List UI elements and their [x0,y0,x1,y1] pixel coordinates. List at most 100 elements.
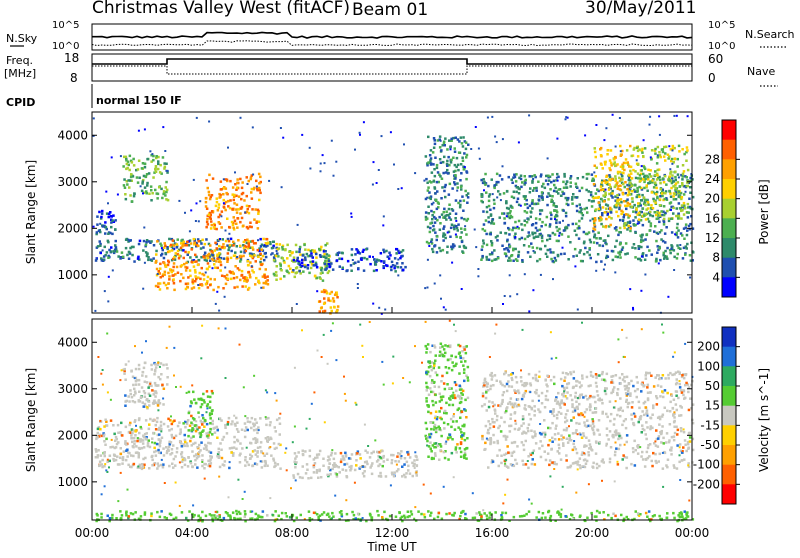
power-cell [607,256,610,259]
velocity-cell [397,468,400,471]
power-noise-cell [509,274,511,276]
velocity-cell [307,477,310,480]
power-cell [678,150,681,153]
power-cell [211,210,214,213]
velocity-cell [549,427,552,430]
power-cell [686,247,689,250]
power-cell [133,192,136,195]
velocity-cell [459,385,462,388]
power-cell [450,161,453,164]
velocity-cell [647,384,650,387]
power-cell [640,241,643,244]
velocity-cell [447,458,450,461]
power-cell [654,174,657,177]
velocity-cell [124,379,127,382]
power-cell [655,214,658,217]
power-cell [467,196,470,199]
power-noise-cell [335,161,337,163]
power-cell [546,216,549,219]
power-noise-cell [492,193,494,195]
velocity-cell [239,461,242,464]
power-cell [126,254,129,257]
power-noise-cell [605,127,607,129]
velocity-cell [588,385,591,388]
power-cell [491,244,494,247]
velocity-cell [438,354,441,357]
velocity-cell [434,424,437,427]
velocity-cell [160,421,163,424]
power-cell [619,145,622,148]
velocity-cell [553,376,556,379]
power-cell [539,213,542,216]
power-cell [208,174,211,177]
velocity-cell [109,460,112,463]
power-cell [450,227,453,230]
power-cell [442,234,445,237]
power-cell [326,253,329,256]
velocity-cell [224,460,227,463]
power-cell [146,192,149,195]
power-cell [546,204,549,207]
power-cell [633,243,636,246]
power-cell [657,169,660,172]
power-cell [598,208,601,211]
power-cell [601,181,604,184]
nsearch-tick-bottom: 10^0 [708,41,735,52]
velocity-cell [257,447,260,450]
velocity-cell [562,445,565,448]
velocity-cell [194,424,197,427]
velocity-cell [680,389,683,392]
power-cell [489,193,492,196]
power-cell [461,142,464,145]
power-cell [567,258,570,261]
power-cell [243,199,246,202]
velocity-cell [665,464,668,467]
power-cell [556,173,559,176]
velocity-cell [206,423,209,426]
power-cell [588,231,591,234]
velocity-cell [585,463,588,466]
power-cell [99,240,102,243]
power-cell [241,193,244,196]
power-cell [97,245,100,248]
power-cell [634,184,637,187]
velocity-cell [561,385,564,388]
velocity-cell [565,413,568,416]
power-cell [130,173,133,176]
velocity-cell [115,436,118,439]
power-cell [307,267,310,270]
power-cell [513,191,516,194]
velocity-cell [669,372,672,375]
power-cell [590,241,593,244]
power-cell [434,244,437,247]
power-cell [509,212,512,215]
power-cell [600,185,603,188]
power-noise-cell [556,138,558,140]
velocity-cell [235,417,238,420]
power-noise-cell [93,226,95,228]
power-noise-cell [223,202,225,204]
power-cell [637,202,640,205]
velocity-cell [160,424,163,427]
power-cell [491,260,494,263]
power-cell [267,242,270,245]
power-cell [435,199,438,202]
power-cell [243,280,246,283]
power-cell [189,269,192,272]
velocity-cell [442,395,445,398]
velocity-cell [685,450,688,453]
power-cell [572,255,575,258]
power-cell [341,258,344,261]
velocity-cell [562,372,565,375]
power-noise-cell [363,121,365,123]
velocity-cell [156,443,159,446]
power-cell [375,260,378,263]
power-cell [484,183,487,186]
power-cell [208,191,211,194]
power-cell [264,276,267,279]
velocity-cell [626,434,629,437]
power-cell [258,282,261,285]
power-cell [280,269,283,272]
velocity-cell [371,473,374,476]
velocity-cell [128,400,131,403]
